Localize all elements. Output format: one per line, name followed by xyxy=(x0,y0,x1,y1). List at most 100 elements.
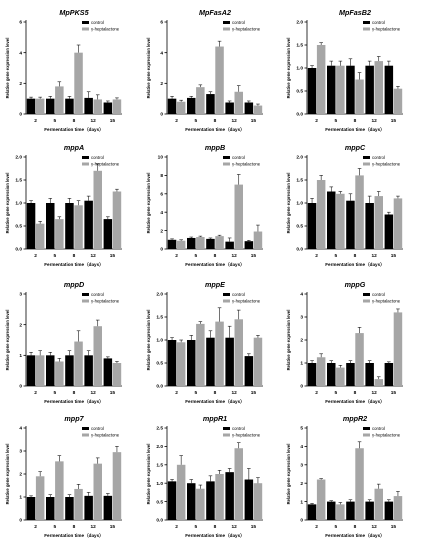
y-axis-label: Relative gene expression level xyxy=(146,173,151,234)
x-tick-label: 8 xyxy=(354,390,357,396)
bar-control-8 xyxy=(206,337,215,386)
x-tick-label: 2 xyxy=(175,524,178,530)
bar-control-12 xyxy=(365,203,374,249)
bar-treatment-12 xyxy=(234,448,243,520)
bar-control-5 xyxy=(46,98,55,114)
bar-control-5 xyxy=(187,237,196,249)
bar-control-8 xyxy=(206,94,215,114)
legend-swatch-treatment xyxy=(363,162,370,166)
bar-control-12 xyxy=(365,501,374,520)
chart-panel-mppB: mppB Relative gene expression level 0 2 4 6 8 1… xyxy=(146,143,263,268)
y-tick-label: 1.0 xyxy=(296,66,303,72)
legend-swatch-treatment xyxy=(82,433,89,437)
x-tick-label: 12 xyxy=(232,118,238,124)
bar-treatment-8 xyxy=(215,321,224,386)
bar-control-12 xyxy=(225,102,234,114)
x-tick-label: 5 xyxy=(194,390,197,396)
bar-control-2 xyxy=(167,481,177,520)
x-tick-label: 2 xyxy=(315,524,318,530)
bar-treatment-2 xyxy=(176,342,186,386)
legend-swatch-control xyxy=(223,156,230,159)
x-axis-label: Fermentation time（days） xyxy=(185,533,244,539)
bar-treatment-15 xyxy=(393,496,403,520)
bar-control-12 xyxy=(84,200,93,249)
y-axis-label: Relative gene expression level xyxy=(5,310,10,371)
y-tick-label: 0.5 xyxy=(296,89,303,95)
bar-control-15 xyxy=(384,65,394,114)
y-tick-label: 3 xyxy=(19,449,22,455)
x-tick-label: 8 xyxy=(214,253,217,259)
y-tick-label: 0 xyxy=(300,518,303,524)
legend-label: control xyxy=(232,292,245,297)
legend-label: γ-heptalactone xyxy=(372,27,401,32)
x-tick-label: 2 xyxy=(34,253,37,259)
legend-label: γ-heptalactone xyxy=(232,27,261,32)
x-axis-label: Fermentation time（days） xyxy=(44,127,103,133)
bar-control-5 xyxy=(187,97,196,114)
x-tick-label: 2 xyxy=(34,524,37,530)
x-tick-label: 5 xyxy=(334,253,337,259)
legend-swatch-control xyxy=(82,427,89,430)
x-tick-label: 12 xyxy=(372,524,378,530)
x-tick-label: 8 xyxy=(73,253,76,259)
legend-label: control xyxy=(91,292,104,297)
y-axis-label: Relative gene expression level xyxy=(5,173,10,234)
x-tick-label: 2 xyxy=(315,253,318,259)
bar-treatment-12 xyxy=(93,170,102,249)
bar-treatment-2 xyxy=(316,45,326,114)
x-axis-label: Fermentation time（days） xyxy=(325,262,384,268)
legend-label: γ-heptalactone xyxy=(232,433,261,438)
y-tick-label: 0.5 xyxy=(296,224,303,230)
legend-swatch-treatment xyxy=(223,27,230,31)
chart-title: MpFasA2 xyxy=(199,8,231,17)
y-tick-label: 2 xyxy=(160,81,163,87)
x-tick-label: 8 xyxy=(73,390,76,396)
bar-control-15 xyxy=(244,479,254,520)
bar-control-2 xyxy=(167,340,177,386)
bar-control-2 xyxy=(307,363,317,386)
x-axis-label: Fermentation time（days） xyxy=(44,399,103,405)
y-tick-label: 1 xyxy=(19,495,22,501)
legend-swatch-control xyxy=(363,293,370,296)
y-tick-label: 0.0 xyxy=(296,247,303,253)
chart-title: mppR1 xyxy=(203,414,227,423)
y-tick-label: 1.0 xyxy=(156,481,163,487)
x-tick-label: 8 xyxy=(214,118,217,124)
bar-treatment-15 xyxy=(393,198,403,249)
x-tick-label: 5 xyxy=(194,253,197,259)
bar-treatment-2 xyxy=(176,101,186,114)
y-axis-label: Relative gene expression level xyxy=(286,444,291,505)
bar-control-12 xyxy=(365,363,374,386)
bar-treatment-12 xyxy=(374,379,383,386)
y-tick-label: 1.0 xyxy=(15,201,22,207)
chart-panel-MpFasA2: MpFasA2 Relative gene expression level 0 2 4… xyxy=(146,8,263,133)
legend-swatch-control xyxy=(223,21,230,24)
bar-treatment-5 xyxy=(55,461,64,520)
y-tick-label: 2 xyxy=(300,338,303,344)
bar-treatment-5 xyxy=(196,488,205,520)
x-tick-label: 12 xyxy=(232,390,238,396)
y-axis-label: Relative gene expression level xyxy=(146,444,151,505)
x-tick-label: 12 xyxy=(91,390,97,396)
x-tick-label: 2 xyxy=(175,253,178,259)
x-tick-label: 2 xyxy=(315,390,318,396)
bar-treatment-5 xyxy=(336,367,345,386)
y-tick-label: 0.5 xyxy=(156,361,163,367)
bar-treatment-2 xyxy=(316,357,326,386)
legend-swatch-control xyxy=(223,427,230,430)
legend-label: γ-heptalactone xyxy=(232,299,261,304)
x-axis-label: Fermentation time（days） xyxy=(185,262,244,268)
x-tick-label: 2 xyxy=(175,390,178,396)
y-tick-label: 2.0 xyxy=(156,444,163,450)
x-tick-label: 8 xyxy=(354,524,357,530)
y-tick-label: 1.5 xyxy=(156,463,163,469)
bar-treatment-8 xyxy=(215,474,224,520)
x-tick-label: 15 xyxy=(391,390,397,396)
legend-swatch-treatment xyxy=(82,27,89,31)
y-tick-label: 1.0 xyxy=(156,338,163,344)
legend-label: control xyxy=(232,155,245,160)
bar-treatment-5 xyxy=(55,219,64,249)
bar-control-8 xyxy=(346,363,355,386)
